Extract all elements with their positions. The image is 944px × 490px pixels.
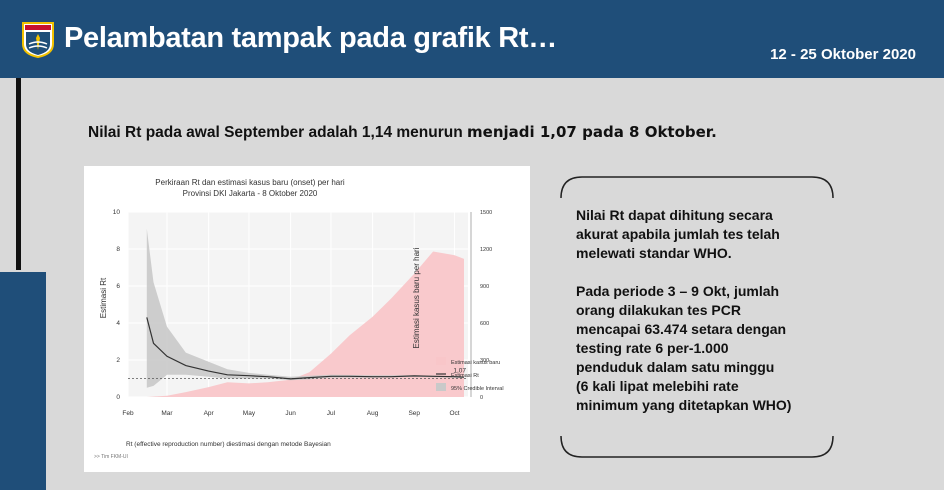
x-tick-label: Oct [449,410,459,417]
note-line-2-4: testing rate 6 per-1.000 [576,340,729,356]
note-line-2-3: mencapai 63.474 setara dengan [576,321,787,337]
jakarta-emblem-icon [22,22,54,58]
x-tick-label: Sep [408,410,420,417]
legend-label: Estimasi Rt [451,373,479,379]
y-tick-label-right: 900 [480,284,489,290]
header-bar: Pelambatan tampak pada grafik Rt… 12 - 2… [0,0,944,78]
credible-interval-band [146,228,465,388]
note-line-1-1: Nilai Rt dapat dihitung secara [576,207,773,223]
y-tick-label-left: 8 [116,246,120,253]
y-tick-label-right: 1500 [480,210,492,216]
chart-subtitle: Provinsi DKI Jakarta - 8 Oktober 2020 [183,189,318,198]
note-line-2-7: minimum yang ditetapkan WHO) [576,397,792,413]
summary-part2: menjadi 1,07 pada 8 Oktober. [467,123,717,141]
x-tick-label: Mar [161,410,173,417]
page-title: Pelambatan tampak pada grafik Rt… [64,22,557,54]
legend-swatch-ci [436,383,446,391]
note-box: Nilai Rt dapat dihitung secara akurat apa… [560,176,834,458]
chart-source: >> Tim FKM-UI [94,454,128,460]
rt-chart: Perkiraan Rt dan estimasi kasus baru (on… [84,166,530,472]
accent-bar [16,78,21,270]
legend-swatch-cases [436,357,446,365]
y-axis-label-left: Estimasi Rt [99,277,108,318]
note-paragraph-1: Nilai Rt dapat dihitung secara akurat apa… [576,206,832,263]
chart-caption: Rt (effective reproduction number) diest… [126,441,331,448]
x-tick-label: Apr [204,410,215,417]
note-line-2-6: (6 kali lipat melebihi rate [576,378,739,394]
note-line-2-2: orang dilakukan tes PCR [576,302,741,318]
summary-part1: Nilai Rt pada awal September adalah 1,14… [88,124,468,141]
cases-area [146,251,465,397]
y-tick-label-right: 1200 [480,247,492,253]
y-tick-label-left: 10 [113,209,121,216]
x-tick-label: Aug [367,410,379,417]
x-tick-label: Feb [122,410,134,417]
note-line-2-1: Pada periode 3 – 9 Okt, jumlah [576,283,780,299]
side-accent-block [0,272,46,490]
y-tick-label-right: 300 [480,358,489,364]
note-paragraph-2: Pada periode 3 – 9 Okt, jumlah orang dila… [576,282,832,415]
x-tick-label: Jun [285,410,296,417]
x-tick-label: May [243,410,256,417]
note-line-1-3: melewati standar WHO. [576,245,732,261]
y-tick-label-left: 2 [116,357,120,364]
note-line-2-5: penduduk dalam satu minggu [576,359,775,375]
chart-title: Perkiraan Rt dan estimasi kasus baru (on… [155,178,345,187]
y-tick-label-left: 0 [116,394,120,401]
y-tick-label-left: 4 [116,320,120,327]
note-line-1-2: akurat apabila jumlah tes telah [576,226,780,242]
rt-chart-svg: Perkiraan Rt dan estimasi kasus baru (on… [94,178,504,460]
note-box-frame [560,176,834,458]
summary-statement: Nilai Rt pada awal September adalah 1,14… [88,123,717,142]
y-tick-label-right: 0 [480,395,483,401]
rt-line [146,317,465,380]
rt-annotation: 1,07 [453,368,466,375]
x-tick-label: Jul [327,410,336,417]
legend-label: 95% Credible Interval [451,386,504,392]
date-range: 12 - 25 Oktober 2020 [770,46,916,63]
legend-label: Estimasi kasus baru [451,360,500,366]
y-tick-label-left: 6 [116,283,120,290]
y-tick-label-right: 600 [480,321,489,327]
y-axis-label-right: Estimasi kasus baru per hari [412,247,421,348]
